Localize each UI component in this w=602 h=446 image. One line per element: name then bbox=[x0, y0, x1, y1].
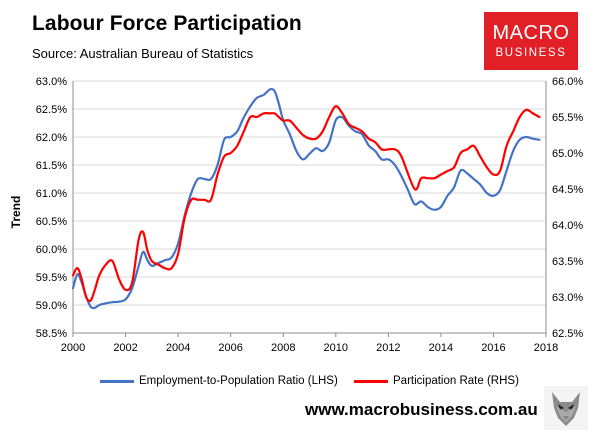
grid-lines bbox=[73, 80, 546, 334]
x-tick-label: 2010 bbox=[324, 342, 348, 354]
logo-line-2: BUSINESS bbox=[495, 47, 567, 59]
website-url: www.macrobusiness.com.au bbox=[305, 400, 538, 419]
left-tick-label: 63.0% bbox=[36, 76, 67, 88]
x-tick-label: 2002 bbox=[113, 342, 137, 354]
series-lines bbox=[71, 87, 541, 310]
left-tick-label: 61.5% bbox=[36, 160, 67, 172]
left-tick-label: 60.0% bbox=[36, 244, 67, 256]
x-tick-label: 2016 bbox=[481, 342, 505, 354]
legend: Employment-to-Population Ratio (LHS) Par… bbox=[100, 375, 540, 391]
legend-label-employment: Employment-to-Population Ratio (LHS) bbox=[139, 375, 338, 387]
right-axis-ticks: 66.0% 65.5% 65.0% 64.5% 64.0% 63.5% 63.0% 62.5% bbox=[552, 76, 583, 340]
right-tick-label: 66.0% bbox=[552, 76, 583, 88]
series-line-employment bbox=[71, 87, 541, 310]
wolf-icon bbox=[544, 386, 588, 430]
x-tick-label: 2000 bbox=[61, 342, 85, 354]
legend-swatch-employment bbox=[100, 379, 134, 383]
left-tick-label: 59.0% bbox=[36, 300, 67, 312]
y-axis-label: Trend bbox=[9, 196, 23, 229]
left-tick-label: 58.5% bbox=[36, 328, 67, 340]
x-tick-label: 2008 bbox=[271, 342, 295, 354]
right-tick-label: 63.0% bbox=[552, 292, 583, 304]
chart-title: Labour Force Participation bbox=[32, 12, 302, 35]
right-tick-label: 65.0% bbox=[552, 148, 583, 160]
x-tick-label: 2004 bbox=[166, 342, 190, 354]
x-tick-label: 2014 bbox=[429, 342, 453, 354]
left-tick-label: 61.0% bbox=[36, 188, 67, 200]
right-tick-label: 64.0% bbox=[552, 220, 583, 232]
axes bbox=[72, 81, 547, 334]
chart-source: Source: Australian Bureau of Statistics bbox=[32, 46, 254, 61]
x-axis-ticks: 2000 2002 2004 2006 2008 2010 2012 2014 2016 2018 bbox=[61, 333, 558, 354]
left-tick-label: 62.5% bbox=[36, 104, 67, 116]
x-tick-label: 2012 bbox=[376, 342, 400, 354]
series-line-participation bbox=[71, 105, 541, 303]
x-tick-label: 2018 bbox=[534, 342, 558, 354]
left-tick-label: 62.0% bbox=[36, 132, 67, 144]
left-tick-label: 59.5% bbox=[36, 272, 67, 284]
x-tick-label: 2006 bbox=[218, 342, 242, 354]
legend-swatch-participation bbox=[354, 379, 388, 383]
right-tick-label: 62.5% bbox=[552, 328, 583, 340]
legend-label-participation: Participation Rate (RHS) bbox=[393, 375, 519, 387]
legend-entry-participation: Participation Rate (RHS) bbox=[354, 375, 519, 387]
legend-entry-employment: Employment-to-Population Ratio (LHS) bbox=[100, 375, 338, 387]
logo-line-1: MACRO bbox=[492, 22, 570, 44]
right-tick-label: 65.5% bbox=[552, 112, 583, 124]
macrobusiness-logo: MACRO BUSINESS bbox=[484, 12, 578, 70]
right-tick-label: 64.5% bbox=[552, 184, 583, 196]
left-axis-ticks: 63.0% 62.5% 62.0% 61.5% 61.0% 60.5% 60.0% 59.5%… bbox=[36, 76, 67, 340]
left-tick-label: 60.5% bbox=[36, 216, 67, 228]
right-tick-label: 63.5% bbox=[552, 256, 583, 268]
